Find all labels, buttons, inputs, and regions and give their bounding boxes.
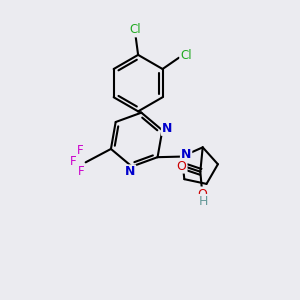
Text: N: N <box>181 148 191 161</box>
Text: F: F <box>78 165 85 178</box>
Text: N: N <box>162 122 172 135</box>
Text: N: N <box>125 165 135 178</box>
Text: Cl: Cl <box>180 49 192 62</box>
Text: Cl: Cl <box>129 23 141 36</box>
Text: F: F <box>77 144 84 157</box>
Text: O: O <box>177 160 187 172</box>
Text: F: F <box>70 154 76 168</box>
Text: O: O <box>197 188 207 200</box>
Text: H: H <box>198 195 208 208</box>
